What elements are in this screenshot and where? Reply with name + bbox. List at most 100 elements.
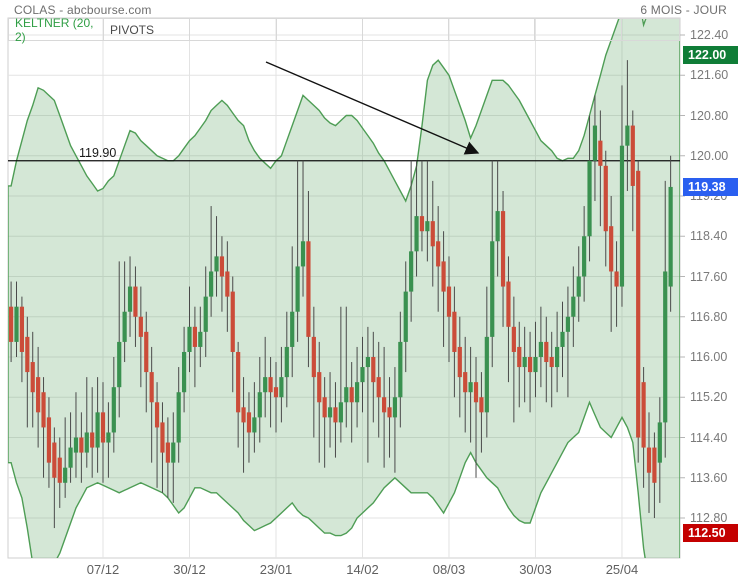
y-axis-label: 113.60	[690, 470, 728, 485]
x-axis-label: 30/03	[519, 562, 552, 577]
candle-body	[46, 417, 52, 463]
indicator-legend-strip: KELTNER (20, 2) PIVOTS	[8, 16, 680, 44]
y-axis-label: 116.00	[690, 350, 728, 364]
candle-body	[538, 341, 543, 357]
support-price-badge: 112.50	[683, 524, 738, 543]
candle-body	[392, 397, 398, 418]
candle-body	[565, 316, 571, 332]
keltner-band	[8, 18, 680, 558]
candle-body	[592, 125, 598, 161]
y-axis-label: 115.20	[690, 390, 728, 405]
y-axis-label: 122.40	[690, 28, 729, 42]
candle-body	[279, 377, 284, 398]
candle-body	[598, 140, 603, 166]
x-axis-label: 23/01	[259, 562, 293, 577]
candle-body	[544, 341, 549, 363]
candle-body	[614, 271, 619, 287]
candle-body	[571, 296, 576, 317]
candle-body	[338, 402, 343, 423]
candle-body	[409, 251, 414, 292]
candle-body	[473, 382, 479, 403]
candle-body	[84, 432, 89, 453]
legend-item-pivots[interactable]: PIVOTS	[104, 19, 190, 40]
candle-body	[522, 357, 527, 368]
candle-body	[468, 382, 473, 393]
candle-body	[490, 241, 495, 337]
candle-body	[349, 387, 354, 403]
candle-body	[641, 382, 646, 448]
candle-body	[214, 256, 219, 272]
candle-body	[376, 377, 381, 398]
candle-body	[527, 357, 533, 373]
candle-body	[576, 276, 581, 297]
candle-body	[187, 326, 192, 352]
candle-body	[360, 367, 365, 383]
candle-body	[387, 407, 392, 418]
candle-body	[609, 226, 614, 272]
period-label: 6 MOIS - JOUR	[640, 3, 727, 17]
candle-body	[603, 165, 608, 232]
y-axis-label: 116.80	[690, 309, 728, 324]
candle-body	[495, 211, 500, 242]
candle-body	[425, 221, 430, 232]
candle-body	[198, 331, 203, 347]
candle-body	[322, 397, 327, 418]
candle-body	[57, 457, 62, 483]
candle-body	[663, 271, 668, 423]
candle-body	[122, 311, 127, 342]
y-axis-label: 120.80	[690, 108, 729, 123]
candle-body	[241, 407, 246, 423]
candle-body	[68, 447, 73, 468]
candle-body	[52, 442, 57, 478]
candle-body	[511, 326, 516, 352]
candle-body	[25, 336, 30, 373]
candle-body	[646, 447, 652, 473]
candle-body	[479, 397, 484, 413]
candle-body	[160, 422, 165, 453]
candle-body	[333, 407, 338, 423]
candle-body	[317, 372, 322, 403]
candle-body	[252, 417, 257, 433]
candle-body	[117, 341, 122, 388]
candle-body	[398, 341, 403, 398]
candle-body	[306, 241, 311, 337]
candle-body	[582, 236, 587, 277]
candle-body	[295, 266, 300, 312]
candle-body	[171, 442, 176, 463]
candle-body	[19, 306, 25, 352]
candle-body	[36, 377, 41, 413]
pivot-line-label: 119.90	[79, 146, 116, 160]
candle-body	[30, 362, 35, 393]
candle-body	[657, 422, 662, 463]
candle-body	[73, 437, 79, 453]
candle-body	[457, 346, 462, 378]
resistance-price-badge: 122.00	[683, 46, 738, 65]
trend-arrow	[265, 61, 480, 155]
candle-body	[517, 346, 522, 368]
candle-body	[225, 271, 230, 297]
candle-body	[619, 145, 625, 287]
candle-body	[365, 357, 370, 368]
candle-body	[263, 377, 268, 393]
candle-body	[14, 306, 19, 342]
candle-body	[127, 286, 133, 312]
candle-body	[484, 336, 489, 413]
candle-body	[500, 211, 506, 287]
candle-body	[203, 296, 208, 332]
candle-body	[290, 311, 295, 347]
candle-body	[268, 377, 273, 393]
candle-body	[106, 432, 111, 443]
chart-title: COLAS - abcbourse.com	[14, 3, 152, 17]
candle-body	[441, 261, 446, 292]
legend-item-keltner[interactable]: KELTNER (20, 2)	[9, 16, 104, 44]
x-axis-label: 25/04	[605, 562, 639, 577]
candle-body	[9, 306, 14, 342]
candle-body	[154, 402, 160, 428]
candle-body	[636, 170, 641, 438]
candle-body	[533, 357, 538, 373]
candle-body	[436, 241, 441, 267]
x-axis-label: 30/12	[173, 562, 206, 577]
candle-body	[344, 387, 349, 403]
